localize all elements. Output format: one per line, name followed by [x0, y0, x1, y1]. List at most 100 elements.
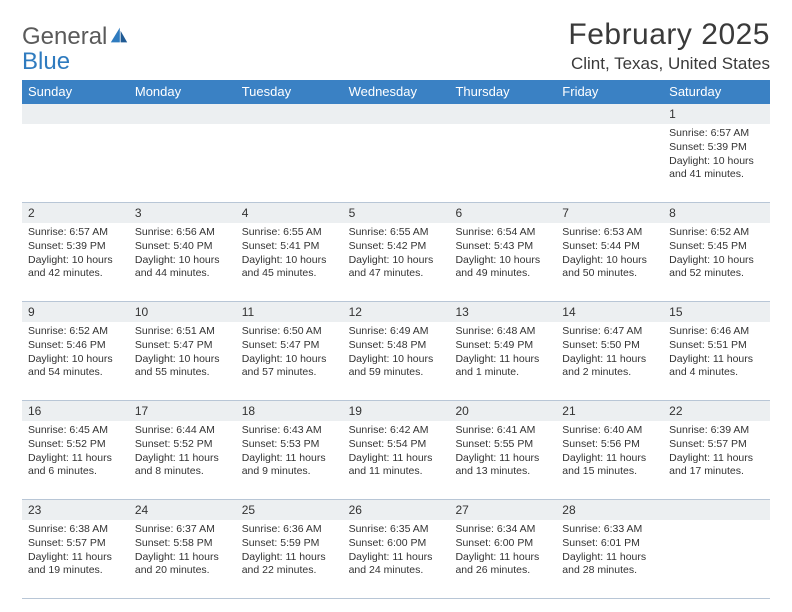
- daylight-text: and 47 minutes.: [349, 267, 444, 281]
- day-cell: Sunrise: 6:42 AMSunset: 5:54 PMDaylight:…: [343, 421, 450, 499]
- sunset-text: Sunset: 5:49 PM: [455, 339, 550, 353]
- sunrise-text: Sunrise: 6:33 AM: [562, 523, 657, 537]
- day-cell: Sunrise: 6:45 AMSunset: 5:52 PMDaylight:…: [22, 421, 129, 499]
- day-cell: Sunrise: 6:46 AMSunset: 5:51 PMDaylight:…: [663, 322, 770, 400]
- sunset-text: Sunset: 5:51 PM: [669, 339, 764, 353]
- daylight-text: Daylight: 11 hours: [242, 452, 337, 466]
- sunset-text: Sunset: 5:59 PM: [242, 537, 337, 551]
- day-cell-body: Sunrise: 6:51 AMSunset: 5:47 PMDaylight:…: [129, 322, 236, 386]
- day-number: 19: [343, 401, 450, 421]
- week-cells: Sunrise: 6:45 AMSunset: 5:52 PMDaylight:…: [22, 421, 770, 500]
- day-cell: [343, 124, 450, 202]
- daylight-text: and 9 minutes.: [242, 465, 337, 479]
- week-cells: Sunrise: 6:57 AMSunset: 5:39 PMDaylight:…: [22, 223, 770, 302]
- sunrise-text: Sunrise: 6:50 AM: [242, 325, 337, 339]
- day-cell: Sunrise: 6:54 AMSunset: 5:43 PMDaylight:…: [449, 223, 556, 301]
- sunrise-text: Sunrise: 6:53 AM: [562, 226, 657, 240]
- day-cell: Sunrise: 6:37 AMSunset: 5:58 PMDaylight:…: [129, 520, 236, 598]
- sunset-text: Sunset: 5:52 PM: [135, 438, 230, 452]
- day-cell: Sunrise: 6:47 AMSunset: 5:50 PMDaylight:…: [556, 322, 663, 400]
- daylight-text: Daylight: 11 hours: [455, 551, 550, 565]
- daylight-text: Daylight: 11 hours: [135, 452, 230, 466]
- day-number: 24: [129, 500, 236, 520]
- day-number: 28: [556, 500, 663, 520]
- day-cell: Sunrise: 6:34 AMSunset: 6:00 PMDaylight:…: [449, 520, 556, 598]
- day-cell: Sunrise: 6:35 AMSunset: 6:00 PMDaylight:…: [343, 520, 450, 598]
- sunset-text: Sunset: 5:44 PM: [562, 240, 657, 254]
- brand-part2: Blue: [22, 48, 70, 75]
- sunrise-text: Sunrise: 6:55 AM: [349, 226, 444, 240]
- day-cell-body: Sunrise: 6:43 AMSunset: 5:53 PMDaylight:…: [236, 421, 343, 485]
- daylight-text: and 24 minutes.: [349, 564, 444, 578]
- daylight-text: Daylight: 10 hours: [669, 254, 764, 268]
- day-number: 14: [556, 302, 663, 322]
- day-cell-body: [129, 124, 236, 133]
- brand-logo: GeneralBlue: [22, 18, 132, 74]
- sunrise-text: Sunrise: 6:54 AM: [455, 226, 550, 240]
- weekday-col: Wednesday: [343, 80, 450, 104]
- sunset-text: Sunset: 5:57 PM: [28, 537, 123, 551]
- day-number: 1: [663, 104, 770, 124]
- day-number: [129, 104, 236, 124]
- weekday-col: Friday: [556, 80, 663, 104]
- day-cell: Sunrise: 6:48 AMSunset: 5:49 PMDaylight:…: [449, 322, 556, 400]
- daylight-text: and 1 minute.: [455, 366, 550, 380]
- day-cell: [129, 124, 236, 202]
- sunrise-text: Sunrise: 6:44 AM: [135, 424, 230, 438]
- daylight-text: Daylight: 11 hours: [562, 353, 657, 367]
- sunset-text: Sunset: 5:57 PM: [669, 438, 764, 452]
- daylight-text: Daylight: 11 hours: [28, 452, 123, 466]
- daylight-text: Daylight: 10 hours: [349, 254, 444, 268]
- sunrise-text: Sunrise: 6:55 AM: [242, 226, 337, 240]
- weekday-col: Thursday: [449, 80, 556, 104]
- day-number: 27: [449, 500, 556, 520]
- day-number: 11: [236, 302, 343, 322]
- day-number: [22, 104, 129, 124]
- daynum-bar: 232425262728: [22, 500, 770, 520]
- day-cell: Sunrise: 6:33 AMSunset: 6:01 PMDaylight:…: [556, 520, 663, 598]
- sunrise-text: Sunrise: 6:36 AM: [242, 523, 337, 537]
- month-title: February 2025: [568, 18, 770, 52]
- daylight-text: Daylight: 11 hours: [562, 452, 657, 466]
- day-cell: Sunrise: 6:43 AMSunset: 5:53 PMDaylight:…: [236, 421, 343, 499]
- sunset-text: Sunset: 6:01 PM: [562, 537, 657, 551]
- day-cell-body: Sunrise: 6:37 AMSunset: 5:58 PMDaylight:…: [129, 520, 236, 584]
- sunrise-text: Sunrise: 6:52 AM: [669, 226, 764, 240]
- sunset-text: Sunset: 5:43 PM: [455, 240, 550, 254]
- daylight-text: and 52 minutes.: [669, 267, 764, 281]
- day-cell-body: Sunrise: 6:56 AMSunset: 5:40 PMDaylight:…: [129, 223, 236, 287]
- day-number: [663, 500, 770, 520]
- daylight-text: and 4 minutes.: [669, 366, 764, 380]
- sunset-text: Sunset: 5:55 PM: [455, 438, 550, 452]
- daylight-text: Daylight: 10 hours: [28, 254, 123, 268]
- daylight-text: and 19 minutes.: [28, 564, 123, 578]
- day-cell: Sunrise: 6:36 AMSunset: 5:59 PMDaylight:…: [236, 520, 343, 598]
- title-block: February 2025 Clint, Texas, United State…: [568, 18, 770, 74]
- day-cell-body: [449, 124, 556, 133]
- day-number: 10: [129, 302, 236, 322]
- sunset-text: Sunset: 5:39 PM: [669, 141, 764, 155]
- day-cell-body: Sunrise: 6:40 AMSunset: 5:56 PMDaylight:…: [556, 421, 663, 485]
- day-cell-body: Sunrise: 6:54 AMSunset: 5:43 PMDaylight:…: [449, 223, 556, 287]
- sunset-text: Sunset: 5:45 PM: [669, 240, 764, 254]
- day-cell-body: Sunrise: 6:57 AMSunset: 5:39 PMDaylight:…: [663, 124, 770, 188]
- day-number: 16: [22, 401, 129, 421]
- daylight-text: and 59 minutes.: [349, 366, 444, 380]
- day-cell: Sunrise: 6:40 AMSunset: 5:56 PMDaylight:…: [556, 421, 663, 499]
- day-cell-body: Sunrise: 6:50 AMSunset: 5:47 PMDaylight:…: [236, 322, 343, 386]
- weekday-col: Tuesday: [236, 80, 343, 104]
- day-cell-body: Sunrise: 6:42 AMSunset: 5:54 PMDaylight:…: [343, 421, 450, 485]
- sunset-text: Sunset: 5:53 PM: [242, 438, 337, 452]
- day-cell-body: Sunrise: 6:36 AMSunset: 5:59 PMDaylight:…: [236, 520, 343, 584]
- sail-icon: [108, 26, 130, 44]
- week-row: 232425262728Sunrise: 6:38 AMSunset: 5:57…: [22, 500, 770, 599]
- daylight-text: Daylight: 10 hours: [455, 254, 550, 268]
- daylight-text: Daylight: 10 hours: [669, 155, 764, 169]
- sunrise-text: Sunrise: 6:57 AM: [28, 226, 123, 240]
- day-cell: Sunrise: 6:52 AMSunset: 5:45 PMDaylight:…: [663, 223, 770, 301]
- day-number: 25: [236, 500, 343, 520]
- day-number: 2: [22, 203, 129, 223]
- weekday-col: Sunday: [22, 80, 129, 104]
- daylight-text: Daylight: 11 hours: [349, 551, 444, 565]
- daylight-text: Daylight: 11 hours: [455, 452, 550, 466]
